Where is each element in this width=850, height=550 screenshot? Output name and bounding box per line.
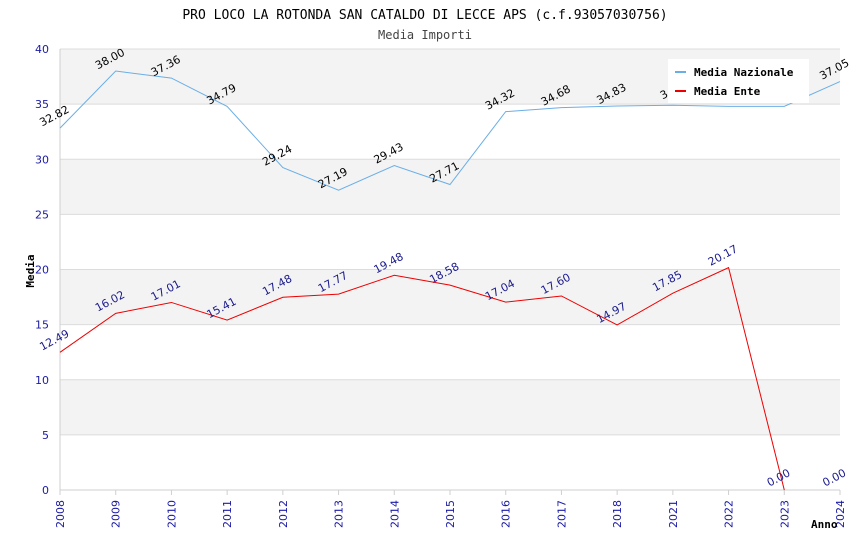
- y-tick-labels: 0 5 10 15 20 25 30 35 40: [35, 43, 49, 497]
- x-tick-label: 2018: [611, 500, 624, 528]
- series-line: [59, 70, 841, 191]
- y-tick-label: 40: [35, 43, 49, 56]
- x-tick-label: 2017: [555, 500, 568, 528]
- series-line: [59, 266, 785, 491]
- chart-title: PRO LOCO LA ROTONDA SAN CATALDO DI LECCE…: [182, 8, 667, 23]
- x-tick-label: 2022: [723, 500, 736, 528]
- x-tick-label: 2009: [110, 500, 123, 528]
- grid-band: [60, 379, 840, 435]
- grid-lines: [60, 48, 840, 491]
- grid-band: [60, 159, 840, 215]
- x-tick-label: 2023: [778, 500, 791, 528]
- x-tick-label: 2021: [667, 500, 680, 528]
- x-tick-label: 2015: [444, 500, 457, 528]
- series-lines: [59, 70, 841, 491]
- y-tick-label: 30: [35, 153, 49, 166]
- x-tick-label: 2012: [277, 500, 290, 528]
- axes: [59, 49, 841, 495]
- legend-label: Media Nazionale: [694, 66, 794, 79]
- x-axis-label: Anno: [811, 518, 838, 531]
- y-tick-label: 15: [35, 319, 49, 332]
- data-label: 0.00: [820, 466, 848, 489]
- x-tick-labels: 2008 2009 2010 2011 2012 2013 2014 2015 2016 2017…: [54, 500, 847, 528]
- y-tick-label: 10: [35, 374, 49, 387]
- x-tick-label: 2008: [54, 500, 67, 528]
- chart-subtitle: Media Importi: [378, 28, 472, 42]
- y-tick-label: 25: [35, 208, 49, 221]
- grid-band: [60, 269, 840, 325]
- grid-bands: [60, 49, 840, 435]
- y-tick-label: 20: [35, 264, 49, 277]
- y-axis-label: Media: [24, 254, 37, 287]
- x-tick-label: 2024: [834, 500, 847, 528]
- data-label: 20.17: [706, 242, 740, 268]
- x-tick-label: 2016: [500, 500, 513, 528]
- data-label: 0.00: [765, 466, 793, 489]
- legend: Media Nazionale Media Ente: [668, 59, 809, 103]
- y-tick-label: 35: [35, 98, 49, 111]
- y-tick-label: 5: [42, 429, 49, 442]
- x-tick-label: 2011: [221, 500, 234, 528]
- x-tick-label: 2010: [165, 500, 178, 528]
- y-tick-label: 0: [42, 484, 49, 497]
- legend-box: [668, 59, 809, 103]
- legend-label: Media Ente: [694, 85, 761, 98]
- x-tick-label: 2013: [333, 500, 346, 528]
- x-tick-label: 2014: [388, 500, 401, 528]
